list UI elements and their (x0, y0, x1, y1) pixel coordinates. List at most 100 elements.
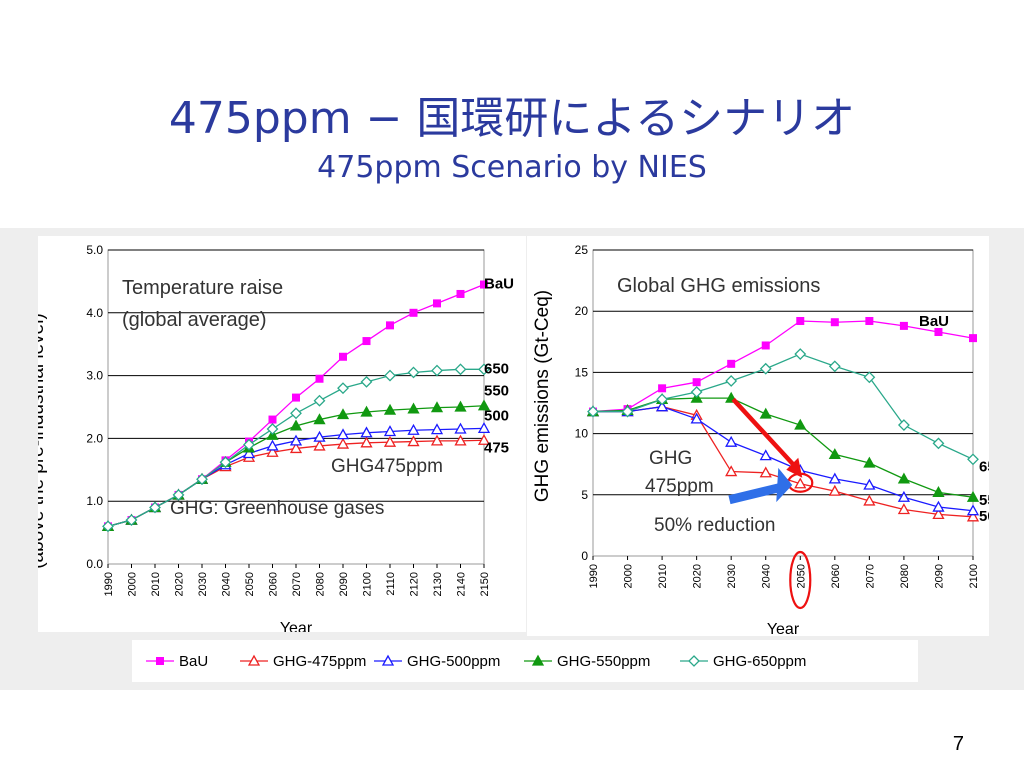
y-tick-label: 15 (575, 365, 589, 379)
legend-label-ghg-550ppm: GHG-550ppm (557, 653, 650, 670)
x-tick-label: 1990 (588, 564, 600, 588)
y-tick-label: 20 (575, 304, 589, 318)
y-tick-label: 25 (575, 243, 589, 257)
end-label-650: 650 (979, 458, 989, 475)
data-point-ghg-650ppm (149, 501, 161, 514)
data-point-ghg-550ppm (477, 399, 491, 411)
data-point-ghg-650ppm (932, 437, 945, 450)
y-tick-label: 4.0 (86, 306, 103, 320)
blue-arrow-head (776, 467, 793, 503)
x-tick-label: 2080 (899, 564, 911, 588)
data-point-ghg-650ppm (290, 407, 302, 420)
y-axis-title: GHG emissions (Gt-Ceq) (532, 290, 553, 502)
data-point-ghg-650ppm (759, 362, 772, 375)
data-point-bau (796, 316, 805, 325)
legend-label-ghg-475ppm: GHG-475ppm (273, 653, 366, 670)
data-point-bau (409, 308, 418, 317)
x-tick-label: 2060 (830, 564, 842, 588)
data-point-ghg-500ppm (383, 425, 397, 437)
highlight-year-circle (789, 550, 812, 610)
data-point-ghg-500ppm (966, 504, 980, 516)
end-label-bau: BaU (919, 313, 949, 330)
data-point-ghg-650ppm (266, 423, 279, 435)
data-point-ghg-475ppm (266, 445, 279, 457)
data-point-ghg-650ppm (407, 366, 420, 379)
data-point-ghg-650ppm (313, 394, 326, 407)
data-point-ghg-500ppm (932, 500, 945, 512)
legend-label-ghg-500ppm: GHG-500ppm (407, 653, 500, 670)
data-point-ghg-550ppm (360, 405, 373, 417)
data-point-ghg-650ppm (828, 360, 841, 373)
y-tick-label: 3.0 (86, 369, 103, 383)
data-point-ghg-475ppm (454, 434, 467, 446)
x-tick-label: 2100 (968, 564, 980, 588)
data-point-ghg-650ppm (219, 456, 232, 469)
annotation-scenario-1: GHG (649, 448, 692, 469)
annotation-subtitle: (global average) (122, 309, 267, 331)
x-tick-label: 2070 (864, 564, 876, 588)
annotation-reduction: 50% reduction (654, 515, 775, 536)
data-point-ghg-500ppm (690, 412, 703, 424)
data-point-ghg-500ppm (759, 449, 772, 461)
data-point-bau (268, 415, 277, 424)
data-point-ghg-650ppm (431, 364, 443, 377)
y-tick-label: 1.0 (86, 494, 103, 508)
x-tick-label: 2000 (623, 564, 635, 588)
data-point-ghg-650ppm (690, 386, 703, 398)
data-point-ghg-475ppm (725, 465, 738, 477)
data-point-ghg-650ppm (102, 520, 114, 533)
end-label-650: 650 (484, 360, 509, 377)
data-point-ghg-650ppm (967, 453, 979, 466)
y-tick-label: 10 (575, 427, 589, 441)
data-point-bau (433, 299, 441, 308)
data-point-ghg-550ppm (828, 448, 841, 460)
x-tick-label: 2140 (456, 572, 468, 596)
x-tick-label: 2100 (362, 572, 374, 596)
data-point-ghg-650ppm (897, 419, 910, 431)
data-point-ghg-500ppm (242, 447, 256, 459)
data-point-bau (830, 318, 839, 327)
data-point-ghg-500ppm (360, 426, 373, 438)
x-axis-title: Year (767, 621, 800, 636)
annotation-scenario: GHG475ppm (331, 456, 443, 477)
data-point-ghg-550ppm (454, 400, 467, 412)
data-point-ghg-500ppm (313, 430, 326, 442)
data-point-ghg-500ppm (828, 472, 841, 484)
annotation-footnote: GHG: Greenhouse gases (170, 498, 384, 519)
y-tick-label: 5.0 (86, 243, 103, 257)
series-line-ghg-500ppm (593, 406, 974, 512)
data-point-ghg-475ppm (360, 436, 373, 448)
x-tick-label: 2110 (385, 572, 397, 596)
y-tick-label: 0 (581, 549, 588, 563)
y-axis-title-sub: (above the pre-industrial level) (38, 313, 48, 569)
data-point-ghg-500ppm (863, 478, 876, 490)
data-point-bau (692, 378, 701, 387)
data-point-bau (456, 289, 465, 298)
blue-arrow-shaft (728, 483, 782, 505)
chart-legend: BaU GHG-475ppm GHG-500ppm GHG-550ppm GHG-650… (146, 653, 806, 670)
data-point-ghg-650ppm (478, 363, 490, 376)
plot-area (107, 249, 485, 565)
x-axis-title: Year (280, 620, 313, 632)
data-point-ghg-500ppm (454, 422, 467, 434)
data-point-bau (386, 321, 394, 330)
data-point-bau (969, 334, 977, 343)
data-point-ghg-550ppm (313, 413, 326, 425)
legend-marker-ghg-650ppm (688, 655, 700, 667)
data-point-ghg-650ppm (172, 489, 185, 501)
x-tick-label: 2050 (795, 564, 807, 588)
data-point-ghg-500ppm (430, 423, 444, 435)
data-point-ghg-550ppm (407, 402, 420, 414)
x-tick-label: 2040 (761, 564, 773, 588)
emissions-panel: 0 5 10 15 20 25 1990 2000 2010 2020 2030 2040 2050 20… (527, 236, 1004, 638)
data-point-ghg-550ppm (336, 408, 350, 420)
data-point-bau (480, 280, 488, 289)
temperature-chart: 0.0 1.0 2.0 3.0 4.0 5.0 1990 2000 2010 2020 2030 20… (4, 243, 514, 637)
slide-subtitle: 475ppm Scenario by NIES (317, 150, 707, 185)
end-label-bau: BaU (484, 276, 514, 293)
end-label-550: 550 (979, 492, 989, 509)
data-point-ghg-650ppm (656, 393, 669, 406)
data-point-ghg-500ppm (266, 439, 279, 451)
x-tick-label: 2150 (479, 572, 491, 596)
x-tick-label: 2020 (692, 564, 704, 588)
